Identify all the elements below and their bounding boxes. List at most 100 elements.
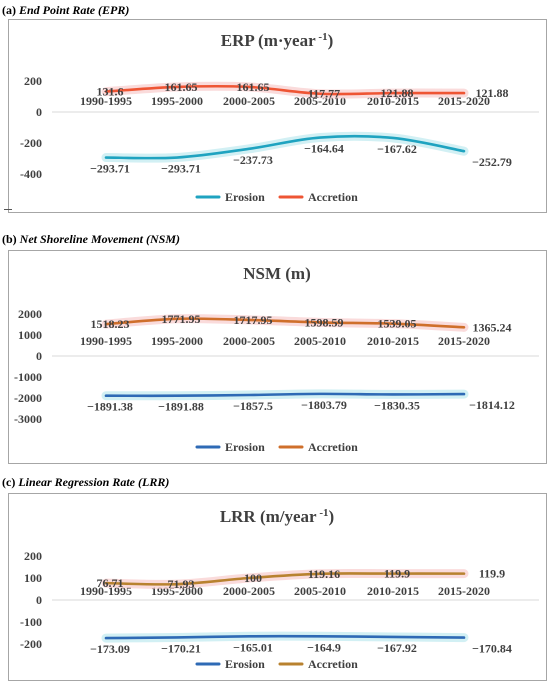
- y-tick-label: -2000: [14, 391, 42, 405]
- chart-title: NSM (m): [243, 264, 311, 283]
- data-label-erosion: −1891.88: [158, 400, 204, 414]
- x-tick-label: 2015-2020: [438, 584, 490, 598]
- chart-title: LRR (m/year -1): [220, 507, 334, 526]
- data-label-accretion: 161.65: [237, 80, 270, 94]
- data-label-erosion: −1814.12: [469, 398, 515, 412]
- data-label-erosion: −165.01: [233, 640, 273, 654]
- data-label-accretion: 121.88: [381, 86, 414, 100]
- y-tick-label: -100: [20, 615, 42, 629]
- y-tick-label: -200: [20, 637, 42, 651]
- data-label-accretion: 117.77: [308, 87, 340, 101]
- data-label-accretion: 1518.23: [91, 317, 130, 331]
- x-tick-label: 1995-2000: [151, 334, 203, 348]
- data-label-accretion: 161.65: [165, 80, 198, 94]
- chart-title-superscript: -1: [317, 507, 329, 519]
- chart-nsm: NSM (m) 2000 1000 0 -1000 -2000 -3000 1990-1995…: [14, 264, 539, 454]
- data-label-accretion: 76.71: [97, 576, 124, 590]
- legend-label-erosion: Erosion: [225, 190, 265, 204]
- chart-title-end: ): [329, 507, 335, 526]
- y-tick-label: -200: [20, 136, 42, 150]
- legend-label-erosion: Erosion: [225, 657, 265, 671]
- y-tick-label: -3000: [14, 412, 42, 426]
- data-label-accretion: 1539.05: [378, 317, 417, 331]
- caption-lrr: (c) Linear Regression Rate (LRR): [2, 475, 169, 490]
- data-label-erosion: −1830.35: [374, 398, 420, 412]
- data-label-accretion: 1598.59: [305, 315, 344, 329]
- y-tick-label: 1000: [18, 328, 42, 342]
- caption-epr: (a) End Point Rate (EPR): [2, 3, 129, 18]
- data-label-erosion: −1857.5: [233, 399, 273, 413]
- x-tick-label: 2010-2015: [367, 584, 419, 598]
- series-line-erosion: [104, 392, 466, 398]
- x-tick-label: 2015-2020: [438, 334, 490, 348]
- series-line-accretion: [104, 317, 466, 329]
- data-label-erosion: −252.79: [472, 155, 512, 169]
- caption-text: End Point Rate (EPR): [19, 3, 130, 17]
- data-label-erosion: −1891.38: [87, 400, 133, 414]
- y-tick-label: 2000: [18, 307, 42, 321]
- data-label-erosion: −164.64: [304, 142, 344, 156]
- x-tick-label: 1990-1995: [80, 94, 132, 108]
- caption-letter: (b): [2, 232, 17, 246]
- data-label-accretion: 1771.95: [162, 312, 201, 326]
- y-tick-label: 0: [36, 105, 42, 119]
- y-tick-label: 0: [36, 349, 42, 363]
- chart-title-main: LRR (m/year: [220, 507, 317, 526]
- y-tick-label: 200: [24, 74, 42, 88]
- caption-letter: (a): [2, 3, 16, 17]
- data-label-erosion: −164.9: [307, 640, 341, 654]
- x-tick-label: 2005-2010: [294, 334, 346, 348]
- data-label-erosion: −173.09: [90, 642, 130, 656]
- x-tick-label: 2010-2015: [367, 334, 419, 348]
- caption-text: Net Shoreline Movement (NSM): [19, 232, 181, 246]
- caption-text: Linear Regression Rate (LRR): [18, 475, 170, 489]
- data-label-accretion: 119.9: [384, 567, 410, 581]
- chart-panel-epr: ERP (m·year -1) 200 0 -200 -400 1990-1995 1995…: [8, 19, 547, 213]
- data-label-erosion: −170.84: [472, 642, 512, 656]
- divider-mark: [4, 209, 12, 210]
- legend-label-accretion: Accretion: [308, 657, 358, 671]
- chart-title-end: ): [328, 31, 334, 50]
- series-line-accretion: [104, 572, 466, 586]
- legend-label-accretion: Accretion: [308, 440, 358, 454]
- data-label-accretion: 131.6: [97, 85, 124, 99]
- series-line-erosion: [104, 134, 466, 160]
- data-label-accretion: 71.93: [168, 577, 195, 591]
- y-tick-label: 0: [36, 593, 42, 607]
- data-label-erosion: −237.73: [233, 153, 273, 167]
- caption-letter: (c): [2, 475, 16, 489]
- x-tick-label: 1990-1995: [80, 334, 132, 348]
- caption-nsm: (b) Net Shoreline Movement (NSM): [2, 232, 180, 247]
- data-label-erosion: −170.21: [161, 641, 201, 655]
- chart-title-superscript: -1: [316, 31, 328, 43]
- chart-title-main: NSM (m): [243, 264, 311, 283]
- legend-label-accretion: Accretion: [308, 190, 358, 204]
- data-label-accretion: 119.16: [308, 567, 340, 581]
- x-tick-label: 2000-2005: [223, 584, 275, 598]
- x-tick-label: 2000-2005: [223, 94, 275, 108]
- data-label-accretion: 100: [244, 571, 262, 585]
- y-tick-label: -1000: [14, 370, 42, 384]
- data-label-erosion: −293.71: [90, 162, 130, 176]
- x-tick-label: 2000-2005: [223, 334, 275, 348]
- y-tick-label: 100: [24, 571, 42, 585]
- chart-epr: ERP (m·year -1) 200 0 -200 -400 1990-1995 1995…: [20, 31, 539, 204]
- data-label-erosion: −1803.79: [301, 398, 347, 412]
- series-line-erosion: [104, 634, 466, 640]
- chart-panel-nsm: NSM (m) 2000 1000 0 -1000 -2000 -3000 1990-1995…: [8, 250, 547, 464]
- chart-panel-lrr: LRR (m/year -1) 200 100 0 -100 -200 1990-1995 1…: [8, 493, 547, 681]
- data-label-accretion: 121.88: [476, 86, 509, 100]
- chart-title: ERP (m·year -1): [221, 31, 334, 50]
- y-tick-label: -400: [20, 167, 42, 181]
- data-label-erosion: −293.71: [161, 162, 201, 176]
- x-tick-label: 2005-2010: [294, 584, 346, 598]
- legend-label-erosion: Erosion: [225, 440, 265, 454]
- data-label-erosion: −167.62: [377, 142, 417, 156]
- data-label-accretion: 1365.24: [473, 320, 512, 334]
- y-tick-label: 200: [24, 549, 42, 563]
- data-label-accretion: 1717.95: [234, 313, 273, 327]
- chart-title-main: ERP (m·year: [221, 31, 316, 50]
- data-label-erosion: −167.92: [377, 641, 417, 655]
- x-tick-label: 1995-2000: [151, 94, 203, 108]
